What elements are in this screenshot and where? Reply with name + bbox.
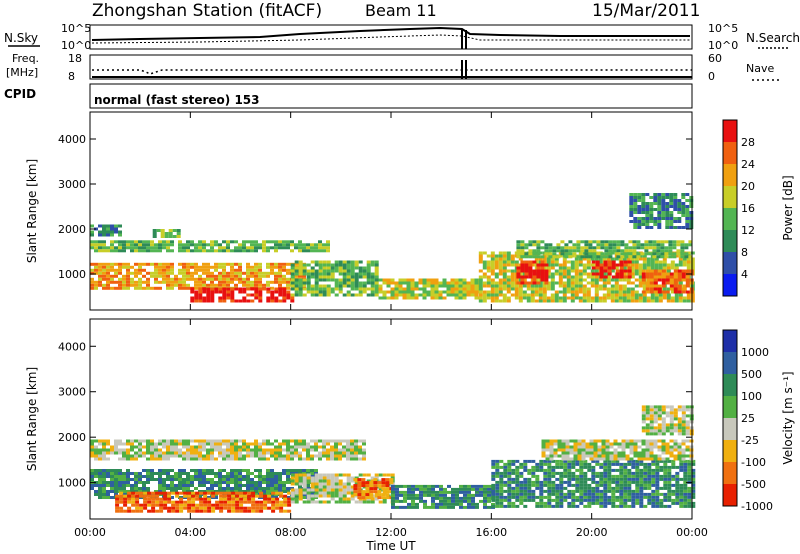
velocity-band-2 [115, 491, 292, 513]
power-ytick-label: 3000 [58, 178, 86, 191]
power-band-9 [591, 260, 632, 279]
freq-unit-label: [MHz] [6, 66, 38, 79]
x-axis-title: Time UT [365, 539, 416, 553]
velocity-ytick-label: 4000 [58, 340, 86, 353]
power-band-3 [90, 262, 306, 290]
velocity-colorbar-segment [723, 352, 737, 374]
velocity-band-4 [353, 478, 394, 500]
velocity-panel: 1000 2000 3000 4000 00:00 04:00 08:00 12:00 16:0… [25, 318, 708, 539]
velocity-colorbar-tick: 100 [741, 390, 762, 403]
velocity-colorbar-segment [723, 484, 737, 506]
nave-tick-low: 0 [708, 70, 715, 83]
power-band-6 [378, 278, 483, 300]
power-colorbar-segment [723, 142, 737, 164]
velocity-colorbar-tick: -500 [741, 478, 766, 491]
velocity-band-0 [90, 439, 366, 461]
cpid-value: normal (fast stereo) 153 [94, 93, 260, 107]
power-band-2 [152, 229, 181, 238]
velocity-colorbar-segment [723, 396, 737, 418]
cpid-panel [89, 83, 693, 109]
velocity-colorbar-tick: 25 [741, 412, 755, 425]
xtick-label: 12:00 [375, 526, 407, 539]
xtick-label: 16:00 [475, 526, 507, 539]
power-panel: 1000 2000 3000 4000 Slant Range [km] [25, 111, 695, 311]
power-band-8 [516, 260, 549, 285]
power-colorbar-tick: 24 [741, 158, 755, 171]
power-colorbar-title: Power [dB] [781, 175, 795, 240]
velocity-colorbar-title: Velocity [m s⁻¹] [781, 371, 795, 464]
velocity-colorbar-tick: -1000 [741, 500, 773, 513]
xtick-label: 00:00 [74, 526, 106, 539]
velocity-colorbar-segment [723, 330, 737, 352]
noise-tick-low: 10^0 [61, 39, 91, 52]
xtick-label: 20:00 [576, 526, 608, 539]
power-colorbar-tick: 4 [741, 268, 748, 281]
power-ytick-label: 2000 [58, 223, 86, 236]
power-colorbar-tick: 28 [741, 136, 755, 149]
date-label: 15/Mar/2011 [592, 1, 700, 21]
power-colorbar-segment [723, 274, 737, 296]
velocity-colorbar-segment [723, 374, 737, 396]
cpid-label: CPID [4, 87, 36, 101]
freq-label: Freq. [12, 52, 39, 65]
station-title: Zhongshan Station (fitACF) [92, 1, 322, 21]
power-colorbar-tick: 16 [741, 202, 755, 215]
power-colorbar-segment [723, 252, 737, 274]
power-band-0 [90, 240, 330, 253]
velocity-band-8 [641, 405, 694, 436]
velocity-band-5 [391, 484, 495, 509]
velocity-colorbar-tick: -100 [741, 456, 766, 469]
noise-panel [89, 24, 693, 50]
xtick-label: 08:00 [275, 526, 307, 539]
noise-tick-high-right: 10^5 [708, 22, 738, 35]
power-colorbar-segment [723, 186, 737, 208]
xtick-label: 00:00 [676, 526, 708, 539]
power-ytick-label: 1000 [58, 268, 86, 281]
power-colorbar-tick: 8 [741, 246, 748, 259]
freq-tick-low: 8 [68, 70, 75, 83]
freq-panel [89, 54, 693, 80]
freq-tick-high: 18 [68, 52, 82, 65]
velocity-colorbar-segment [723, 462, 737, 484]
power-ytick-label: 4000 [58, 133, 86, 146]
velocity-y-axis-title: Slant Range [km] [25, 367, 39, 471]
noise-tick-low-right: 10^0 [708, 39, 738, 52]
velocity-colorbar-frame [722, 329, 738, 507]
beam-label: Beam 11 [365, 1, 437, 20]
power-colorbar-segment [723, 164, 737, 186]
velocity-ytick-label: 3000 [58, 386, 86, 399]
velocity-colorbar-segment [723, 418, 737, 440]
velocity-colorbar-tick: 500 [741, 368, 762, 381]
power-y-axis-title: Slant Range [km] [25, 159, 39, 263]
power-band-4 [190, 287, 295, 303]
power-colorbar-segment [723, 230, 737, 252]
power-band-12 [629, 193, 694, 229]
power-band-11 [516, 240, 693, 259]
velocity-colorbar-segment [723, 440, 737, 462]
power-colorbar-tick: 12 [741, 224, 755, 237]
xtick-label: 04:00 [174, 526, 206, 539]
nave-label: Nave [746, 62, 774, 75]
nave-tick-high: 60 [708, 52, 722, 65]
velocity-colorbar: 1000 500 100 25 -25 -100 -500 -1000 Velocity [m … [722, 329, 795, 513]
power-band-10 [641, 269, 694, 294]
power-colorbar: 4 8 12 16 20 24 28 Power [dB] [722, 119, 795, 297]
velocity-ytick-label: 1000 [58, 477, 86, 490]
power-colorbar-frame [722, 119, 738, 297]
power-colorbar-segment [723, 120, 737, 142]
noise-tick-high: 10^5 [61, 22, 91, 35]
nsearch-label: N.Search [746, 31, 800, 45]
velocity-colorbar-tick: 1000 [741, 346, 769, 359]
velocity-colorbar-tick: -25 [741, 434, 759, 447]
power-colorbar-tick: 20 [741, 180, 755, 193]
nsky-label: N.Sky [4, 31, 38, 45]
power-band-5 [290, 260, 379, 297]
power-colorbar-segment [723, 208, 737, 230]
velocity-band-6 [491, 459, 696, 508]
velocity-ytick-label: 2000 [58, 431, 86, 444]
